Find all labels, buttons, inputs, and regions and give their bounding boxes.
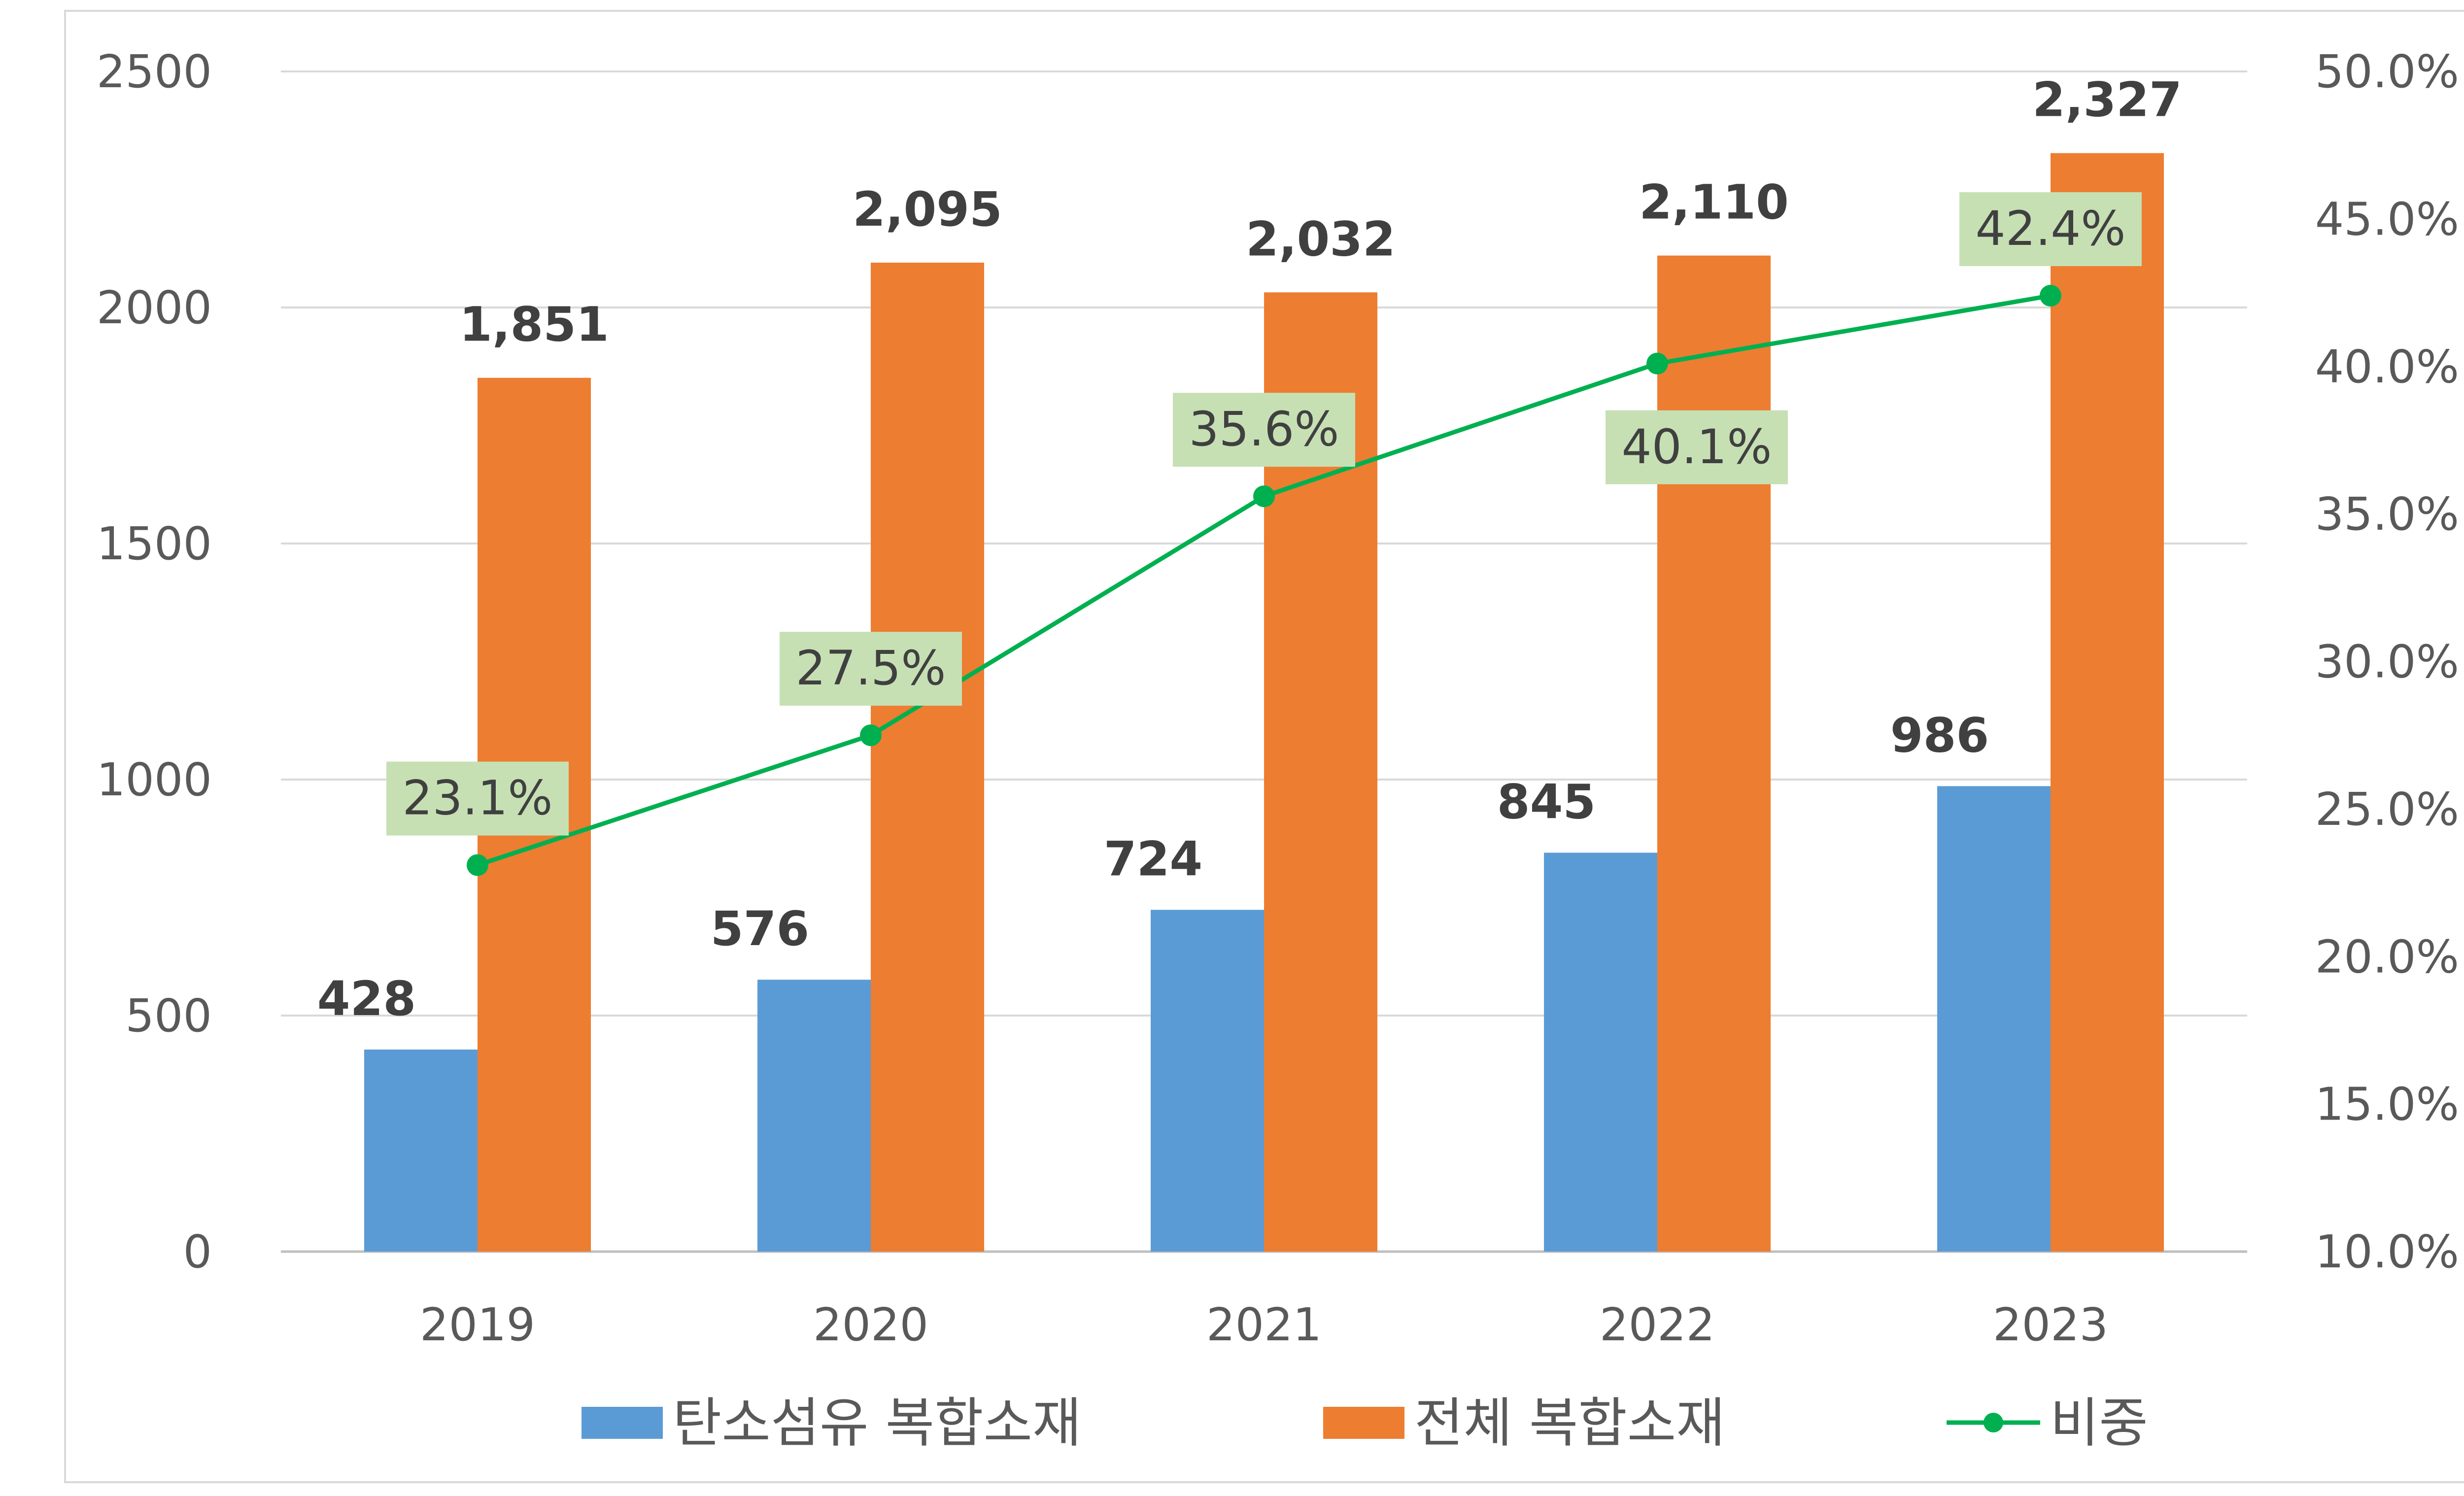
legend-label-carbon-fiber: 탄소섬유 복합소재 — [673, 1393, 1081, 1454]
data-labels: 428 576 724 845 986 1,851 2,095 2,032 2,110 2,327… — [317, 72, 2182, 1026]
y-left-tick-label: 2500 — [97, 45, 212, 98]
legend-swatch-carbon-fiber — [582, 1407, 663, 1439]
total-composite-value-label: 2,327 — [2032, 72, 2182, 128]
ratio-label-box — [780, 632, 962, 706]
total-composite-value-label: 2,110 — [1639, 175, 1789, 230]
x-tick-label: 2020 — [813, 1298, 928, 1351]
x-tick-label: 2023 — [1993, 1298, 2108, 1351]
y-right-tick-label: 10.0% — [2315, 1225, 2459, 1278]
ratio-value-label: 35.6% — [1189, 402, 1339, 457]
ratio-point — [1646, 352, 1668, 374]
y-left-tick-label: 2000 — [97, 281, 212, 334]
ratio-value-label: 42.4% — [1976, 201, 2126, 256]
total-composite-value-label: 2,095 — [853, 182, 1002, 237]
legend-marker-ratio — [1984, 1413, 2003, 1432]
ratio-label-box — [386, 761, 569, 836]
ratio-value-label: 40.1% — [1622, 419, 1772, 475]
ratio-line — [467, 285, 2061, 876]
ratio-point — [467, 854, 488, 876]
carbon-fiber-value-label: 986 — [1890, 708, 1989, 763]
total-composite-bar — [871, 262, 984, 1252]
y-right-tick-label: 45.0% — [2315, 193, 2459, 245]
y-right-tick-label: 15.0% — [2315, 1078, 2459, 1131]
carbon-fiber-value-label: 845 — [1497, 774, 1596, 829]
carbon-fiber-bar — [757, 980, 871, 1252]
legend-label-total: 전체 복합소재 — [1414, 1393, 1725, 1454]
bars — [364, 153, 2164, 1252]
y-left-tick-label: 1500 — [97, 517, 212, 570]
x-tick-label: 2022 — [1600, 1298, 1715, 1351]
carbon-fiber-bar — [364, 1049, 478, 1252]
y-right-tick-label: 25.0% — [2315, 783, 2459, 836]
y-right-tick-label: 30.0% — [2315, 636, 2459, 688]
y-right-tick-label: 35.0% — [2315, 488, 2459, 541]
x-tick-label: 2019 — [420, 1298, 535, 1351]
legend-label-ratio: 비중 — [2050, 1393, 2148, 1454]
legend-swatch-total — [1323, 1407, 1404, 1439]
axes: 0 500 1000 1500 2000 2500 10.0% 15.0% 20.0% 25.0%… — [97, 45, 2459, 1351]
carbon-fiber-bar — [1151, 910, 1264, 1252]
carbon-fiber-bar — [1937, 786, 2051, 1252]
y-left-tick-label: 1000 — [97, 753, 212, 806]
total-composite-bar — [2051, 153, 2164, 1252]
carbon-fiber-value-label: 428 — [317, 971, 416, 1026]
y-left-tick-label: 500 — [125, 989, 212, 1042]
y-right-tick-label: 40.0% — [2315, 340, 2459, 393]
carbon-fiber-bar — [1544, 852, 1657, 1252]
carbon-fiber-value-label: 576 — [711, 901, 809, 956]
ratio-label-box — [1173, 393, 1355, 467]
y-right-tick-label: 50.0% — [2315, 45, 2459, 98]
total-composite-value-label: 2,032 — [1246, 211, 1396, 267]
y-left-tick-label: 0 — [183, 1225, 212, 1278]
legend: 탄소섬유 복합소재 전체 복합소재 비중 — [582, 1393, 2148, 1454]
x-tick-label: 2021 — [1206, 1298, 1322, 1351]
ratio-point — [1253, 485, 1275, 508]
total-composite-value-label: 1,851 — [459, 297, 609, 352]
total-composite-bar — [1657, 255, 1771, 1252]
ratio-point — [860, 724, 882, 747]
carbon-fiber-value-label: 724 — [1104, 831, 1202, 886]
ratio-label-box — [1606, 410, 1788, 484]
ratio-point — [2040, 285, 2061, 307]
ratio-value-label: 27.5% — [796, 641, 946, 696]
ratio-value-label: 23.1% — [403, 771, 553, 826]
y-right-tick-label: 20.0% — [2315, 930, 2459, 983]
ratio-label-box — [1959, 192, 2142, 267]
